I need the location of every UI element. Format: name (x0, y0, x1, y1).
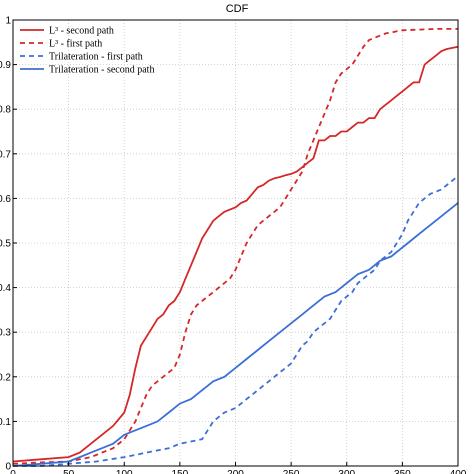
legend-label-1: L³ - second path (49, 26, 114, 37)
x-tick-label: 400 (450, 469, 467, 474)
x-axis-ticks: 0 50 100 150 200 250 300 350 400 (10, 462, 467, 474)
series-line-3 (13, 175, 459, 467)
x-tick-label: 0 (10, 469, 16, 474)
legend-label-2: L³ - first path (49, 39, 102, 50)
plot-series (12, 28, 459, 467)
series-line-2 (12, 28, 458, 465)
y-tick-label: 0.9 (0, 60, 11, 71)
y-tick-label: 0.8 (0, 105, 11, 116)
y-tick-label: 0.6 (0, 194, 11, 205)
legend-label-4: Trilateration - second path (49, 65, 154, 76)
legend-label-3: Trilateration - first path (49, 52, 143, 63)
y-tick-label: 0.3 (0, 328, 11, 339)
x-tick-label: 350 (394, 469, 411, 474)
x-tick-label: 50 (63, 469, 75, 474)
y-tick-label: 0.7 (0, 149, 11, 160)
x-tick-label: 200 (227, 469, 244, 474)
x-tick-label: 150 (172, 469, 189, 474)
legend: L³ - second path L³ - first path Trilatera… (20, 26, 154, 76)
x-tick-label: 250 (283, 469, 300, 474)
x-tick-label: 100 (116, 469, 133, 474)
series-line-4 (12, 202, 459, 467)
y-tick-label: 0.2 (0, 372, 11, 383)
x-tick-label: 300 (338, 469, 355, 474)
y-tick-label: 0.4 (0, 283, 11, 294)
y-tick-label: 0.5 (0, 239, 11, 250)
y-tick-label: 0 (5, 462, 11, 473)
y-axis-ticks: 0 0.1 0.2 0.3 0.4 0.5 0.6 0.7 0.8 0.9 1 (0, 16, 17, 473)
series-line-1 (12, 45, 459, 463)
chart-title: CDF (226, 3, 249, 15)
grid (12, 19, 459, 467)
y-tick-label: 1 (5, 16, 11, 27)
y-tick-label: 0.1 (0, 417, 11, 428)
